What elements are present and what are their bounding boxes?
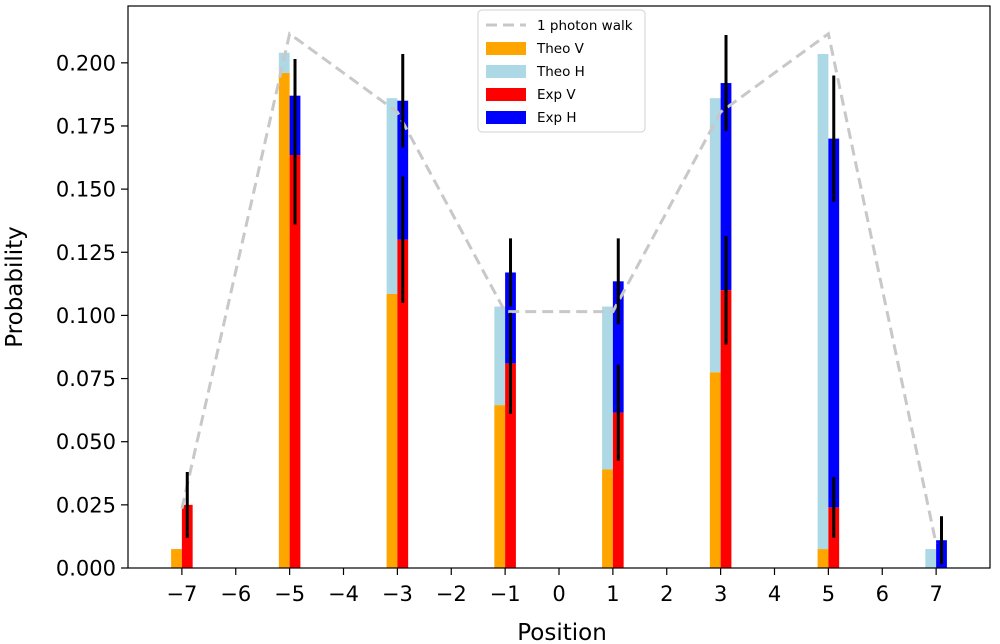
y-tick-label: 0.050 bbox=[56, 430, 116, 454]
y-tick-label: 0.125 bbox=[56, 241, 116, 265]
y-tick-label: 0.100 bbox=[56, 304, 116, 328]
bar-theo-h bbox=[602, 306, 613, 470]
y-axis-label: Probability bbox=[2, 226, 28, 348]
y-axis: 0.000 0.025 0.050 0.075 0.100 0.125 0.150 0.175… bbox=[56, 51, 128, 581]
x-tick-label: 2 bbox=[660, 582, 673, 606]
x-tick-label: 0 bbox=[552, 582, 565, 606]
legend-label: Theo H bbox=[536, 64, 585, 80]
bar-exp-v bbox=[720, 290, 732, 568]
bar-theo-h bbox=[278, 52, 290, 73]
legend-box bbox=[477, 9, 646, 133]
legend-label: Theo V bbox=[536, 41, 585, 57]
x-tick-label: 6 bbox=[876, 582, 889, 606]
bar-theo-v bbox=[817, 549, 829, 568]
bar-exp-h bbox=[397, 100, 409, 240]
x-axis: −7 −6 −5 −4 −3 −2 −1 0 1 2 3 4 5 6 7 bbox=[166, 568, 943, 606]
x-tick-label: −2 bbox=[436, 582, 467, 606]
bar-theo-v bbox=[494, 405, 506, 568]
bar-exp-v bbox=[505, 363, 516, 568]
y-tick-label: 0.025 bbox=[56, 493, 116, 517]
legend-swatch bbox=[486, 88, 526, 101]
bar-exp-h bbox=[720, 83, 732, 291]
x-tick-label: −6 bbox=[220, 582, 251, 606]
x-tick-label: 3 bbox=[714, 582, 727, 606]
bar-exp-h bbox=[612, 281, 624, 413]
bar-theo-h bbox=[386, 98, 398, 294]
bar-theo-v bbox=[602, 469, 613, 568]
x-tick-label: −1 bbox=[490, 582, 521, 606]
x-axis-label: Position bbox=[517, 620, 607, 644]
bar-exp-v bbox=[397, 239, 409, 568]
bar-exp-h bbox=[828, 138, 840, 508]
y-tick-label: 0.175 bbox=[56, 114, 116, 138]
bar-theo-h bbox=[494, 306, 506, 406]
bar-theo-v bbox=[278, 72, 290, 569]
y-tick-label: 0.200 bbox=[56, 51, 116, 75]
y-tick-label: 0.075 bbox=[56, 367, 116, 391]
x-tick-label: −7 bbox=[166, 582, 197, 606]
x-tick-label: −5 bbox=[274, 582, 305, 606]
x-tick-label: 4 bbox=[768, 582, 781, 606]
bar-theo-v bbox=[171, 549, 182, 568]
legend-label: Exp V bbox=[537, 87, 576, 103]
bar-theo-h bbox=[709, 98, 721, 373]
bar-theo-h bbox=[817, 53, 829, 550]
line-1-photon-walk bbox=[180, 31, 938, 545]
y-tick-label: 0.000 bbox=[56, 557, 116, 581]
x-tick-label: 5 bbox=[822, 582, 835, 606]
legend-label: 1 photon walk bbox=[537, 18, 633, 34]
x-tick-label: −4 bbox=[328, 582, 359, 606]
errorbars-layer bbox=[185, 35, 944, 565]
bar-exp-v bbox=[612, 412, 624, 568]
bar-theo-h bbox=[925, 549, 937, 568]
bar-exp-v bbox=[289, 155, 301, 568]
legend-swatch bbox=[486, 42, 526, 55]
line-layer bbox=[180, 31, 938, 545]
bar-theo-v bbox=[386, 293, 398, 568]
legend-label: Exp H bbox=[537, 110, 577, 126]
x-tick-label: 7 bbox=[929, 582, 942, 606]
x-tick-label: −3 bbox=[382, 582, 413, 606]
legend-swatch bbox=[486, 65, 526, 78]
bar-theo-v bbox=[709, 372, 721, 568]
y-tick-label: 0.150 bbox=[56, 178, 116, 202]
legend: 1 photon walk Theo V Theo H Exp V Exp H bbox=[477, 9, 646, 133]
legend-swatch bbox=[486, 111, 526, 124]
x-tick-label: 1 bbox=[606, 582, 619, 606]
